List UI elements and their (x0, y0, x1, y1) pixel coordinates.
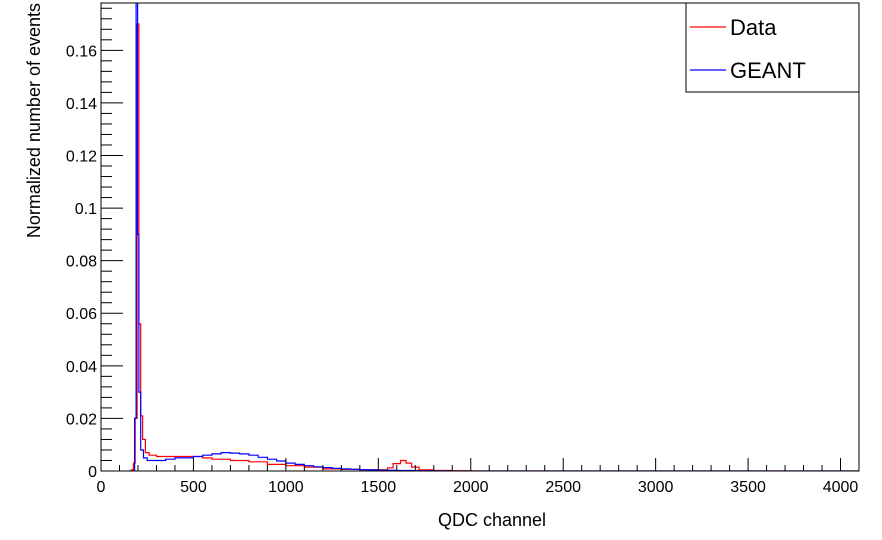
y-axis: 0 0.02 0.04 0.06 0.08 0.1 0.12 0.14 0.16 (66, 7, 123, 481)
y-tick-label: 0 (88, 464, 97, 481)
y-tick-label: 0.16 (66, 43, 97, 60)
y-tick-label: 0.12 (66, 148, 97, 165)
x-tick-label: 1000 (268, 479, 304, 496)
plot-frame (100, 2, 860, 472)
x-tick-label: 2500 (545, 479, 581, 496)
x-tick-label: 2000 (453, 479, 489, 496)
y-tick-label: 0.08 (66, 254, 97, 271)
y-tick-label: 0.14 (66, 96, 97, 113)
y-tick-label: 0.02 (66, 411, 97, 428)
y-tick-label: 0.06 (66, 306, 97, 323)
y-tick-label: 0.1 (75, 201, 97, 218)
y-axis-label: Normalized number of events (24, 3, 44, 238)
x-tick-label: 4000 (823, 479, 859, 496)
legend-box (685, 2, 860, 93)
legend-label-data: Data (730, 15, 777, 40)
series-layer (128, 3, 859, 471)
x-axis: 0 500 1000 1500 2000 2500 3000 3500 4000 (97, 458, 860, 496)
series-line-data (128, 23, 859, 471)
x-tick-label: 1500 (361, 479, 397, 496)
legend-label-geant: GEANT (730, 58, 806, 83)
series-line-geant (128, 3, 859, 471)
x-axis-label: QDC channel (438, 510, 546, 530)
y-tick-label: 0.04 (66, 359, 97, 376)
x-tick-label: 3000 (638, 479, 674, 496)
x-tick-label: 0 (97, 479, 106, 496)
x-tick-label: 500 (180, 479, 207, 496)
legend: Data GEANT (685, 2, 860, 93)
x-tick-label: 3500 (730, 479, 766, 496)
